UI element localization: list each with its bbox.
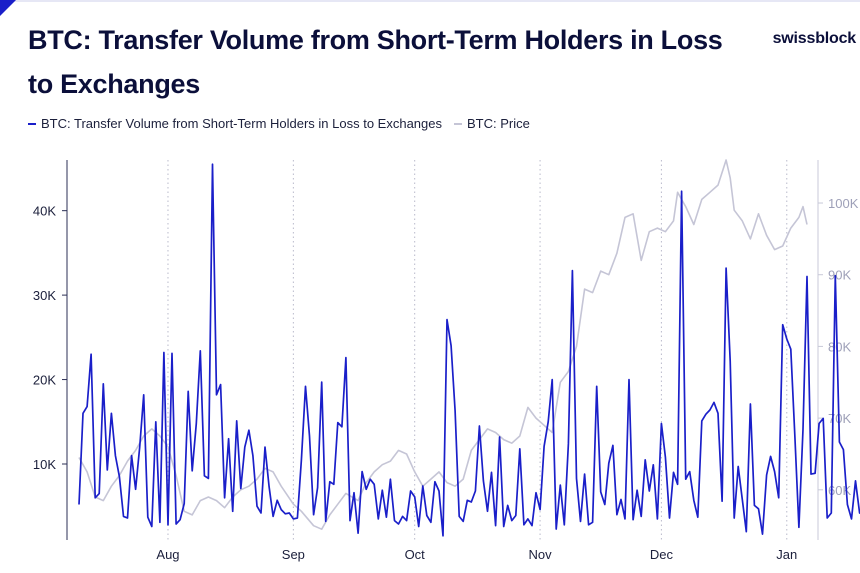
x-tick-label: Sep: [282, 547, 305, 562]
left-tick-label: 10K: [33, 457, 56, 472]
x-tick-label: Dec: [650, 547, 674, 562]
left-tick-label: 30K: [33, 288, 56, 303]
x-tick-label: Nov: [529, 547, 553, 562]
right-tick-label: 90K: [828, 268, 851, 283]
chart-title: BTC: Transfer Volume from Short-Term Hol…: [28, 25, 723, 99]
x-tick-label: Jan: [776, 547, 797, 562]
left-tick-label: 20K: [33, 373, 56, 388]
legend-label-price: BTC: Price: [467, 116, 530, 131]
left-tick-label: 40K: [33, 204, 56, 219]
chart-legend: BTC: Transfer Volume from Short-Term Hol…: [28, 116, 542, 131]
legend-label-volume: BTC: Transfer Volume from Short-Term Hol…: [41, 116, 442, 131]
legend-swatch-volume: [28, 122, 36, 125]
legend-item-volume: BTC: Transfer Volume from Short-Term Hol…: [28, 116, 442, 131]
x-tick-label: Aug: [156, 547, 179, 562]
legend-swatch-price: [454, 122, 462, 125]
right-tick-label: 100K: [828, 196, 859, 211]
top-rule: [0, 0, 860, 2]
brand-logo: swissblock: [772, 30, 857, 47]
price-series-line: [78, 159, 808, 531]
legend-item-price: BTC: Price: [454, 116, 530, 131]
corner-accent: [0, 0, 16, 16]
volume-series-line: [78, 163, 860, 537]
x-tick-label: Oct: [405, 547, 426, 562]
right-tick-label: 70K: [828, 411, 851, 426]
right-tick-label: 80K: [828, 339, 851, 354]
